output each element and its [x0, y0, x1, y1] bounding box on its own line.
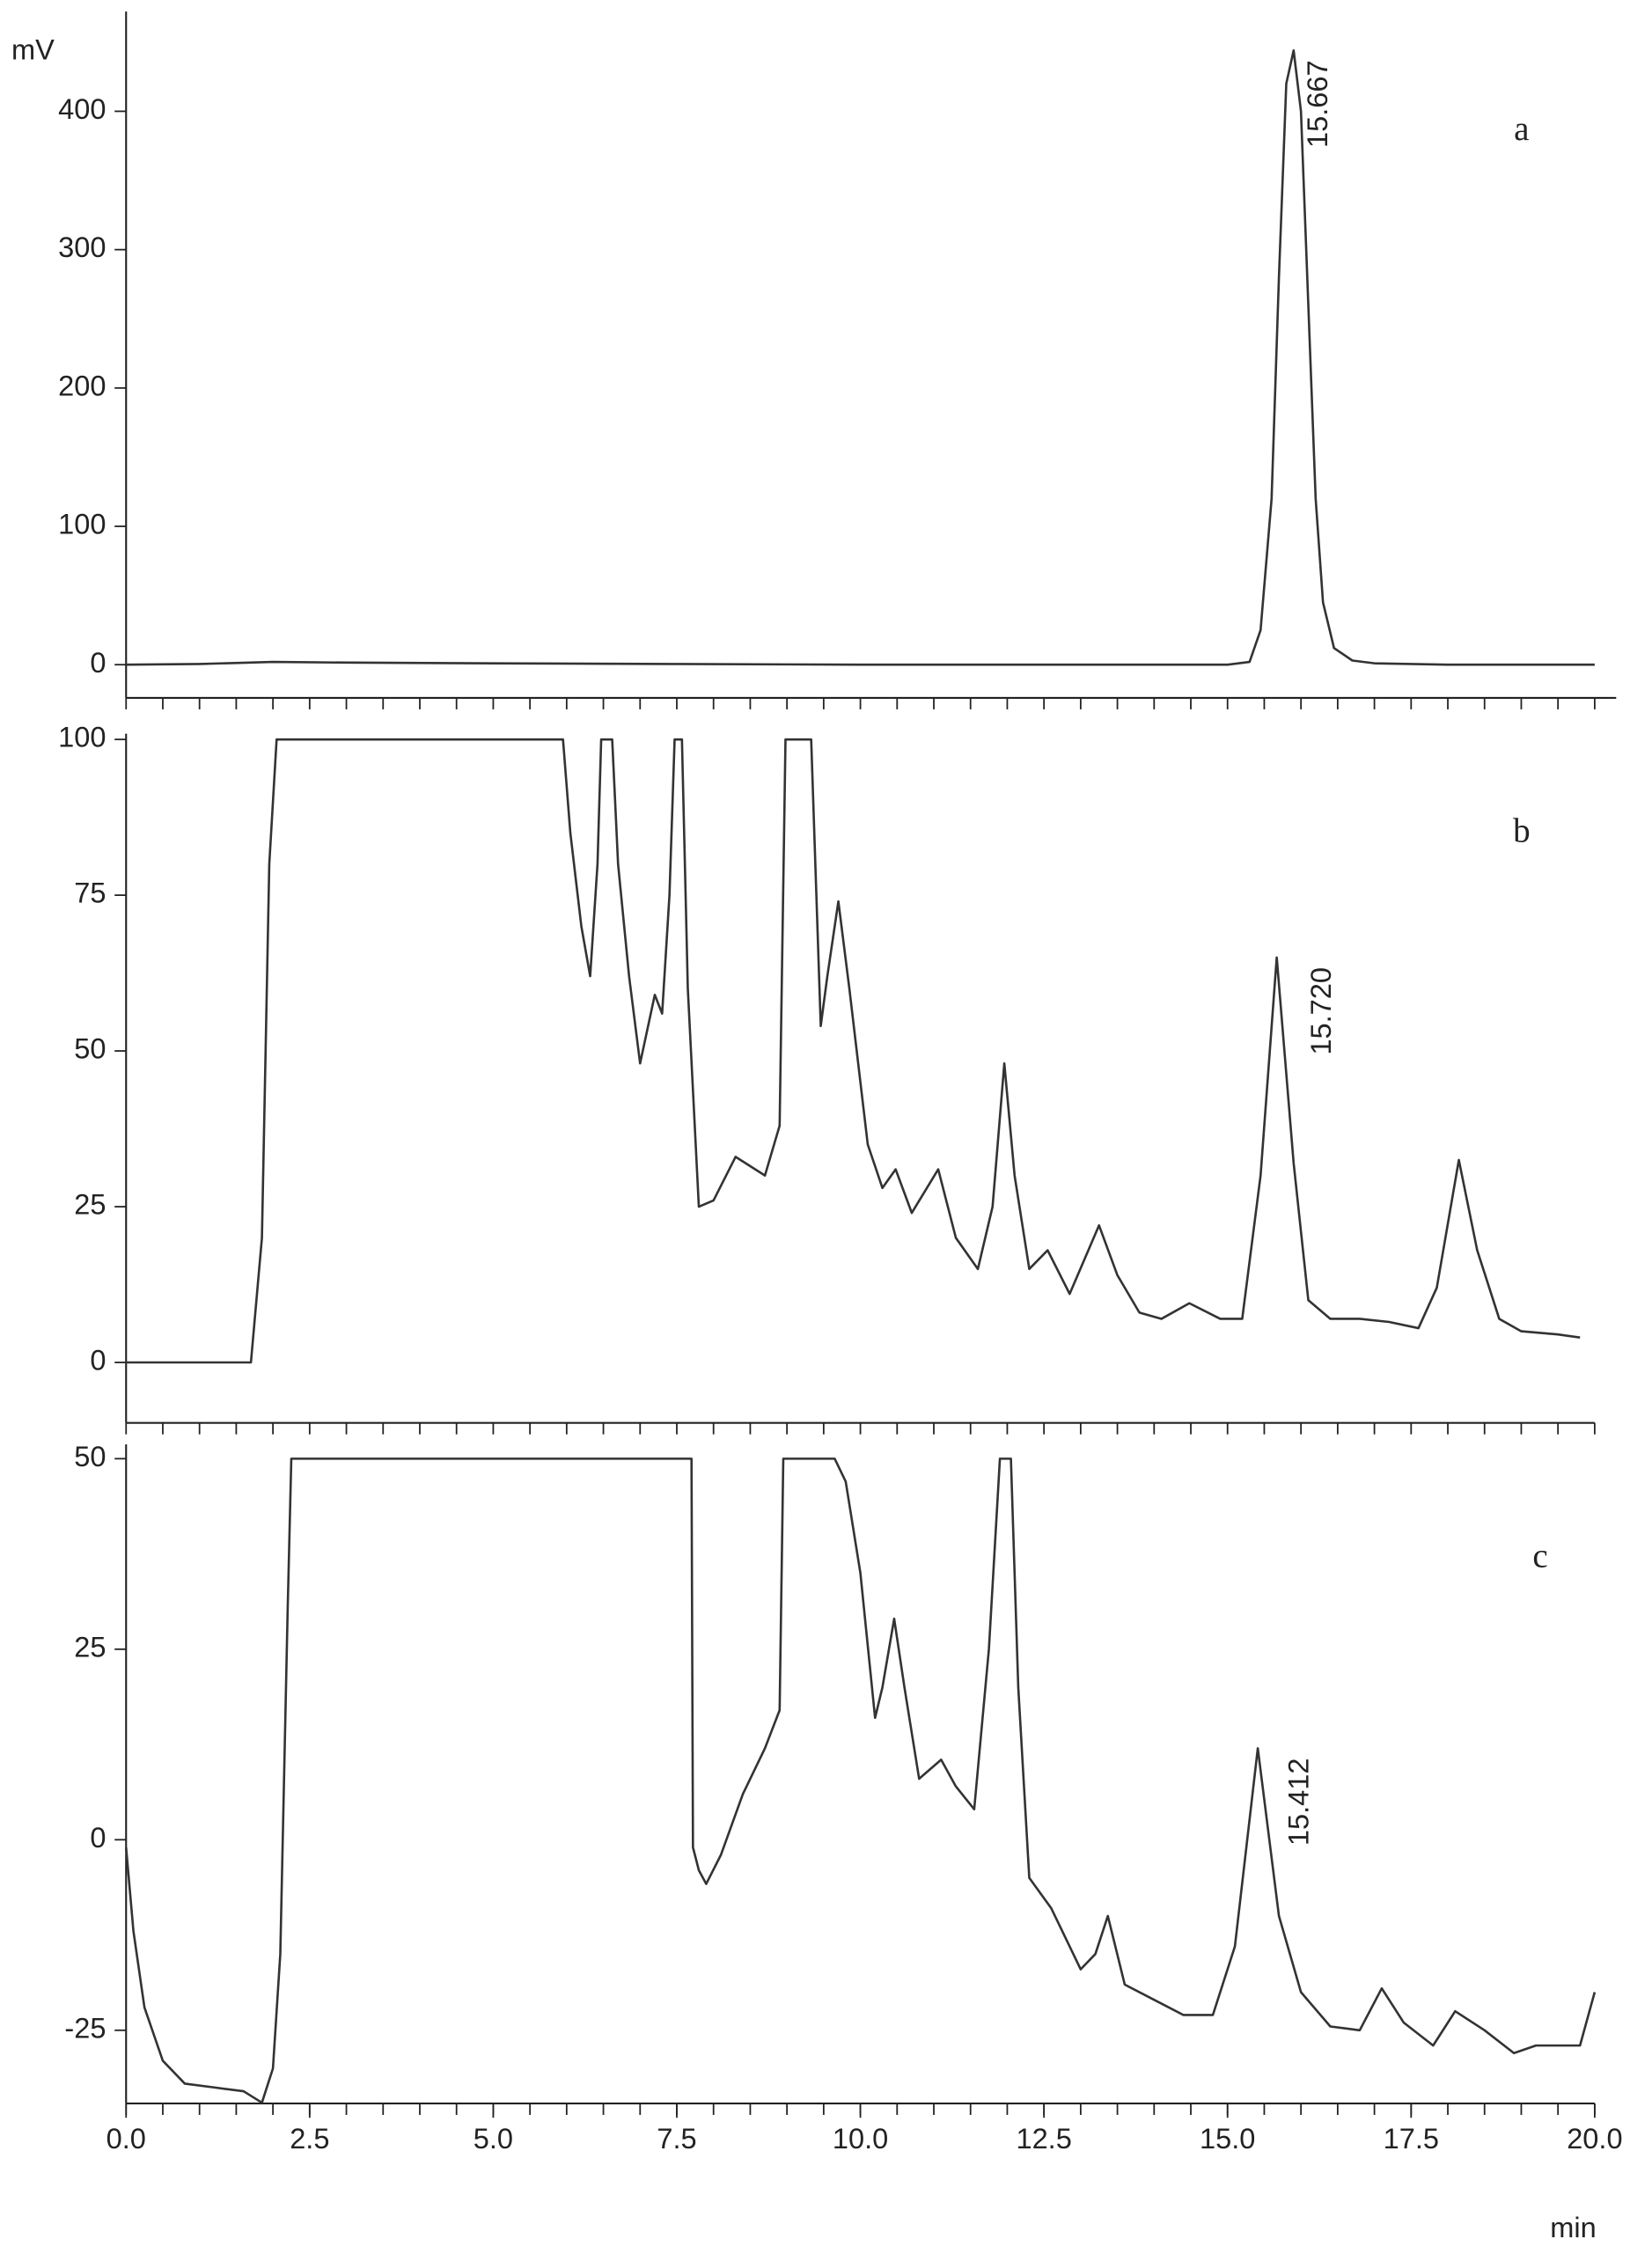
y-tick-label: 50	[74, 1441, 106, 1472]
y-axis-label: mV	[11, 33, 55, 65]
peak-label: 15.720	[1305, 967, 1337, 1055]
panel-label: c	[1532, 1537, 1547, 1575]
y-tick-label: 0	[90, 1345, 106, 1377]
y-tick-label: 300	[58, 231, 106, 263]
x-tick-label: 17.5	[1384, 2123, 1439, 2155]
y-tick-label: 75	[74, 877, 106, 909]
y-tick-label: 25	[74, 1189, 106, 1221]
y-tick-label: 200	[58, 370, 106, 401]
x-tick-label: 5.0	[474, 2123, 513, 2155]
trace	[124, 1457, 1597, 2104]
panel-label: b	[1513, 812, 1531, 850]
y-tick-label: 400	[58, 93, 106, 125]
x-axis-label: min	[1550, 2212, 1596, 2243]
x-tick-label: 10.0	[833, 2123, 888, 2155]
x-tick-label: 2.5	[290, 2123, 329, 2155]
y-tick-label: 0	[90, 647, 106, 679]
y-tick-label: 50	[74, 1033, 106, 1065]
x-tick-label: 7.5	[657, 2123, 696, 2155]
peak-label: 15.412	[1283, 1758, 1315, 1847]
peak-label: 15.667	[1302, 60, 1333, 148]
x-tick-label: 0.0	[106, 2123, 146, 2155]
trace	[126, 48, 1595, 666]
x-tick-label: 20.0	[1567, 2123, 1622, 2155]
x-tick-label: 12.5	[1016, 2123, 1071, 2155]
y-tick-label: -25	[64, 2012, 106, 2044]
trace	[126, 738, 1581, 1364]
y-tick-label: 0	[90, 1822, 106, 1854]
y-tick-label: 25	[74, 1631, 106, 1663]
x-tick-label: 15.0	[1200, 2123, 1255, 2155]
y-tick-label: 100	[58, 509, 106, 540]
panel-label: a	[1514, 110, 1529, 148]
y-tick-label: 100	[58, 722, 106, 753]
